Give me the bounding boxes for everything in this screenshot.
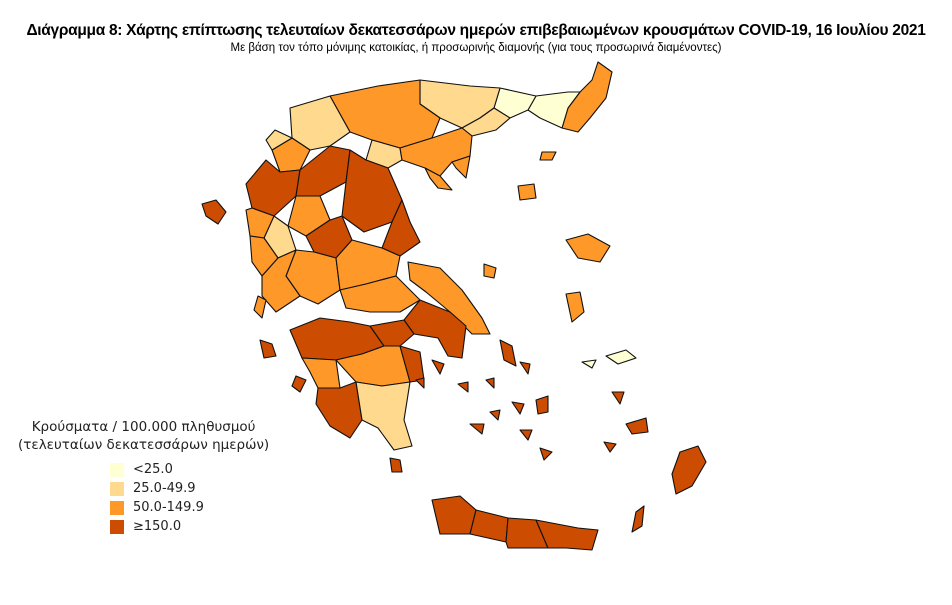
region bbox=[424, 155, 471, 191]
region bbox=[245, 159, 301, 217]
region bbox=[301, 357, 341, 389]
region bbox=[245, 207, 275, 239]
legend-subtitle: (τελευταίων δεκατεσσάρων ημερών) bbox=[18, 437, 270, 453]
legend-item: 50.0-149.9 bbox=[110, 498, 269, 517]
region bbox=[265, 129, 293, 151]
legend: Κρούσματα / 100.000 πληθυσμού (τελευταίω… bbox=[18, 418, 269, 536]
island bbox=[671, 445, 707, 495]
island bbox=[483, 263, 497, 279]
region bbox=[365, 139, 403, 169]
island bbox=[539, 151, 557, 161]
legend-label: <25.0 bbox=[133, 462, 173, 477]
region bbox=[431, 495, 477, 535]
legend-label: ≥150.0 bbox=[133, 519, 182, 534]
island bbox=[259, 339, 277, 359]
legend-item: 25.0-49.9 bbox=[110, 479, 269, 498]
region bbox=[407, 261, 491, 335]
island bbox=[539, 447, 553, 461]
legend-label: 50.0-149.9 bbox=[133, 500, 204, 515]
region bbox=[561, 61, 613, 133]
map-subtitle: Με βάση τον τόπο μόνιμης κατοικίας, ή πρ… bbox=[230, 42, 722, 54]
legend-label: 25.0-49.9 bbox=[133, 481, 196, 496]
region bbox=[315, 381, 363, 439]
island bbox=[631, 505, 645, 533]
region bbox=[329, 79, 441, 149]
region bbox=[399, 127, 473, 177]
island bbox=[625, 417, 649, 435]
legend-swatch bbox=[110, 500, 124, 515]
region bbox=[535, 519, 599, 551]
island bbox=[499, 339, 517, 367]
island bbox=[517, 183, 537, 201]
legend-title: Κρούσματα / 100.000 πληθυσμού bbox=[31, 419, 256, 435]
island bbox=[415, 377, 425, 389]
island bbox=[485, 377, 495, 389]
region bbox=[369, 319, 415, 347]
island bbox=[605, 349, 637, 365]
island bbox=[581, 359, 597, 369]
legend-item: ≥150.0 bbox=[110, 517, 269, 536]
map-title: Διάγραμμα 8: Χάρτης επίπτωσης τελευταίων… bbox=[26, 22, 926, 39]
island bbox=[201, 199, 227, 225]
island bbox=[611, 391, 625, 405]
region bbox=[505, 517, 549, 549]
region bbox=[469, 509, 509, 543]
island bbox=[253, 295, 267, 319]
region bbox=[355, 381, 413, 451]
island bbox=[565, 233, 611, 263]
legend-swatch bbox=[110, 519, 124, 534]
island bbox=[565, 291, 585, 323]
legend-swatch bbox=[110, 481, 124, 496]
island bbox=[431, 359, 445, 375]
island bbox=[457, 381, 469, 393]
island bbox=[511, 401, 525, 415]
legend-swatch bbox=[110, 462, 124, 477]
island bbox=[469, 423, 485, 435]
island bbox=[519, 361, 531, 375]
island bbox=[603, 441, 617, 453]
island bbox=[389, 457, 403, 473]
island bbox=[489, 409, 501, 421]
region bbox=[339, 275, 421, 313]
island bbox=[291, 375, 307, 393]
island bbox=[535, 395, 549, 415]
legend-item: <25.0 bbox=[110, 460, 269, 479]
island bbox=[519, 429, 533, 441]
